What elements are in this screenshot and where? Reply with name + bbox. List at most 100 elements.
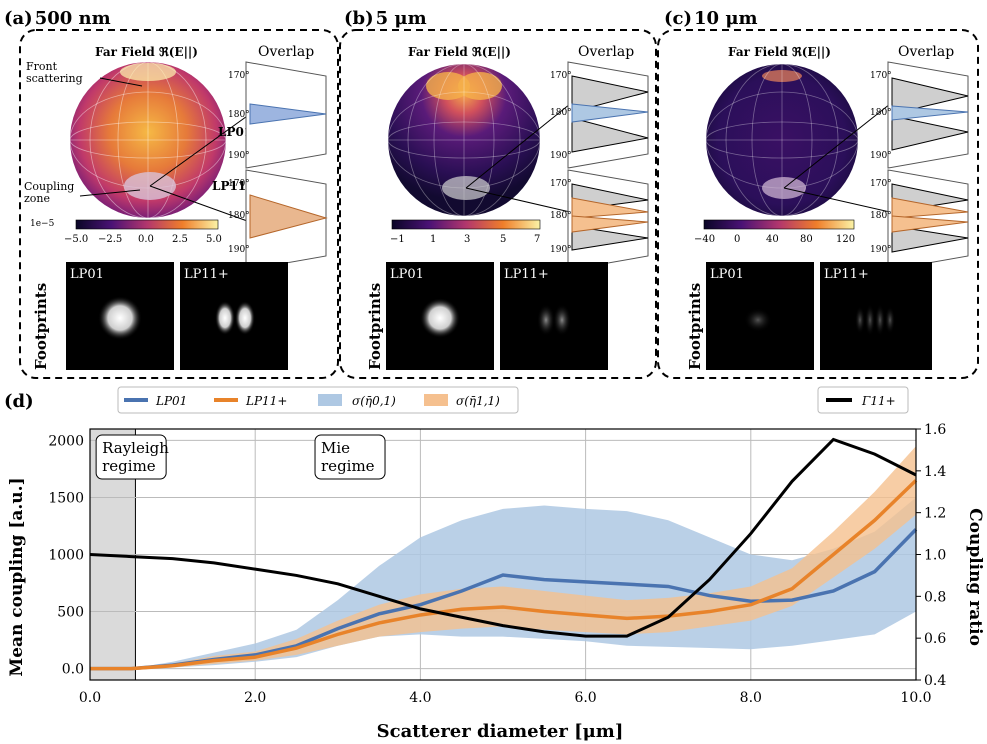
svg-text:2.5: 2.5 <box>172 234 188 245</box>
x-axis-label: Scatterer diameter [μm] <box>377 721 624 742</box>
svg-text:170°: 170° <box>550 71 572 81</box>
legend-lp01: LP01 <box>155 394 187 408</box>
panel-b-overlap-lp01: 170° 180° 190° <box>550 61 649 169</box>
x-tick-label: 8.0 <box>740 690 762 706</box>
panel-b-tag: (b) <box>344 8 374 29</box>
svg-text:190°: 190° <box>550 245 572 255</box>
panel-a: (a) 500 nm Far Field ℜ(E||) Overlap Front… <box>4 8 339 379</box>
svg-text:180°: 180° <box>228 110 250 120</box>
panel-c-title: 10 μm <box>694 8 758 29</box>
panel-c-overlap-lp01: 170° 180° 190° <box>870 61 969 169</box>
panel-a-overlap-title: Overlap <box>258 44 314 60</box>
panel-a-overlap-lp01: 170° 180° 190° <box>228 61 327 169</box>
svg-text:170°: 170° <box>228 179 250 189</box>
footprints-label-b: Footprints <box>366 283 384 370</box>
panel-b: (b) 5 μm Far Field ℜ(E||) Overlap 170° 18… <box>339 8 657 379</box>
y-tick-label: 1500 <box>48 490 84 506</box>
x-tick-label: 6.0 <box>574 690 596 706</box>
legend-lp11: LP11+ <box>245 394 287 408</box>
svg-text:LP11+: LP11+ <box>504 267 549 282</box>
panel-b-overlap-lp11: 170° 180° 190° <box>550 169 649 271</box>
footprints-label-a: Footprints <box>32 283 50 370</box>
annot-coupling: Coupling <box>24 180 74 193</box>
svg-text:3: 3 <box>464 234 470 245</box>
svg-text:190°: 190° <box>228 151 250 161</box>
series-gamma <box>89 437 917 638</box>
legend-gamma: Γ11+ <box>861 394 896 408</box>
panel-a-colorbar <box>75 219 219 230</box>
y2-tick-label: 0.6 <box>924 631 946 647</box>
y-tick-label: 2000 <box>48 433 84 449</box>
panel-c-colorbar <box>703 219 855 230</box>
y2-tick-label: 0.4 <box>924 673 946 689</box>
chart-d-tag: (d) <box>4 391 34 412</box>
x-tick-label: 10.0 <box>900 690 931 706</box>
annot-front: Front <box>26 60 58 73</box>
svg-text:180°: 180° <box>870 108 892 118</box>
y-tick-label: 500 <box>57 605 84 621</box>
x-tick-label: 2.0 <box>244 690 266 706</box>
svg-text:190°: 190° <box>870 151 892 161</box>
y-axis-label: Mean coupling [a.u.] <box>7 477 27 676</box>
y2-tick-label: 1.0 <box>924 548 946 564</box>
svg-text:0.0: 0.0 <box>138 234 154 245</box>
svg-text:5: 5 <box>500 234 506 245</box>
svg-text:180°: 180° <box>550 108 572 118</box>
svg-text:(a)500 nm: (a) 500 nm <box>4 8 111 29</box>
svg-text:120: 120 <box>836 234 855 245</box>
svg-text:170°: 170° <box>228 71 250 81</box>
svg-text:190°: 190° <box>550 151 572 161</box>
annot-zone: zone <box>24 192 50 205</box>
svg-text:190°: 190° <box>870 245 892 255</box>
regime-label: Mie <box>321 439 350 457</box>
y-tick-label: 0.0 <box>62 662 84 678</box>
svg-text:180°: 180° <box>550 211 572 221</box>
panel-c-overlap-title: Overlap <box>898 44 954 60</box>
plot-frame <box>89 428 917 681</box>
colorbar-exp-a: 1e−5 <box>30 219 55 229</box>
x-tick-label: 0.0 <box>79 690 101 706</box>
panel-a-tag: (a) <box>4 8 33 29</box>
svg-text:LP11+: LP11+ <box>184 267 229 282</box>
y2-tick-label: 1.2 <box>924 506 946 522</box>
svg-text:180°: 180° <box>228 211 250 221</box>
svg-text:−2.5: −2.5 <box>98 234 122 245</box>
annot-lp11: LP11+ <box>212 179 256 193</box>
svg-text:0: 0 <box>734 234 740 245</box>
legend-band-11: σ(η̄1,1) <box>456 394 500 408</box>
annot-scattering: scattering <box>26 72 83 85</box>
svg-text:−5.0: −5.0 <box>64 234 88 245</box>
svg-text:LP01: LP01 <box>390 267 424 282</box>
y2-tick-label: 1.4 <box>924 464 946 480</box>
panel-b-farfield-title: Far Field ℜ(E||) <box>408 45 511 59</box>
panel-a-farfield-title: Far Field ℜ(E||) <box>95 45 198 59</box>
svg-text:1: 1 <box>430 234 436 245</box>
chart-d: (d) LP01 LP11+ σ(η̄0,1) σ(η̄1,1) Γ11+ 0.… <box>4 386 985 742</box>
svg-text:170°: 170° <box>870 179 892 189</box>
svg-text:LP01: LP01 <box>70 267 104 282</box>
panel-b-colorbar <box>391 219 541 230</box>
regime-box <box>95 434 167 480</box>
panel-a-overlap-lp11: 170° 180° 190° <box>228 169 328 271</box>
top-panels: (a) 500 nm Far Field ℜ(E||) Overlap Front… <box>4 8 979 379</box>
svg-text:−40: −40 <box>694 234 715 245</box>
x-tick-label: 4.0 <box>409 690 431 706</box>
panel-b-sphere <box>388 64 540 216</box>
regime-box <box>314 434 386 480</box>
svg-text:180°: 180° <box>870 211 892 221</box>
svg-text:(b)5 μm: (b) 5 μm <box>344 8 427 29</box>
panel-c-tag: (c) <box>664 8 692 29</box>
y-tick-label: 1000 <box>48 548 84 564</box>
legend-band-01: σ(η̄0,1) <box>352 394 396 408</box>
svg-text:LP01: LP01 <box>710 267 744 282</box>
y2-axis-label: Coupling ratio <box>965 508 985 646</box>
regime-label: regime <box>321 457 375 475</box>
panel-c-overlap-lp11: 170° 180° 190° <box>870 169 969 271</box>
panel-b-overlap-title: Overlap <box>578 44 634 60</box>
regime-label: Rayleigh <box>102 439 169 457</box>
panel-a-title: 500 nm <box>35 8 111 29</box>
series-lp11 <box>90 479 918 671</box>
svg-text:80: 80 <box>800 234 813 245</box>
svg-text:40: 40 <box>766 234 779 245</box>
svg-text:170°: 170° <box>550 179 572 189</box>
